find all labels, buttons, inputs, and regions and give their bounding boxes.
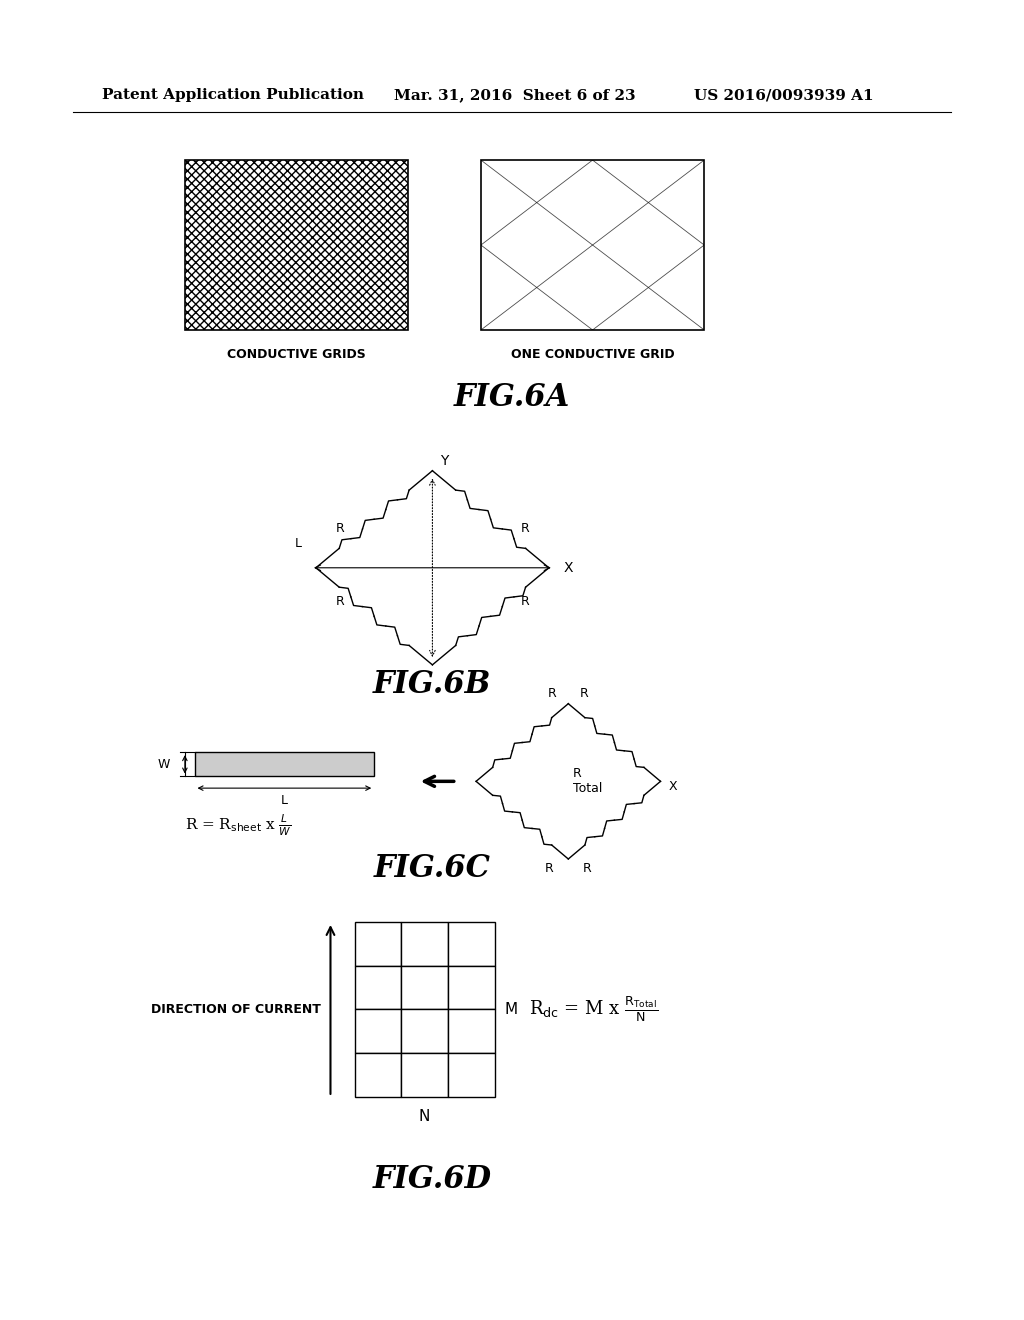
- Text: R: R: [548, 688, 557, 701]
- Bar: [401, 1053, 447, 1097]
- Text: FIG.6B: FIG.6B: [373, 669, 492, 700]
- Bar: [401, 966, 447, 1010]
- Text: R
Total: R Total: [573, 767, 602, 796]
- Text: X: X: [669, 780, 677, 793]
- Text: R: R: [335, 523, 344, 536]
- Text: R: R: [521, 595, 529, 609]
- Bar: [447, 1010, 495, 1053]
- Text: L: L: [281, 795, 288, 808]
- Text: Patent Application Publication: Patent Application Publication: [102, 88, 365, 102]
- Text: FIG.6C: FIG.6C: [374, 853, 490, 884]
- Text: R: R: [545, 862, 554, 875]
- Bar: [354, 1053, 401, 1097]
- Text: CONDUCTIVE GRIDS: CONDUCTIVE GRIDS: [227, 347, 366, 360]
- Text: R$_{\rm dc}$ = M x $\frac{\rm R_{Total}}{\rm N}$: R$_{\rm dc}$ = M x $\frac{\rm R_{Total}}…: [529, 994, 658, 1024]
- Bar: [185, 160, 409, 330]
- Bar: [195, 752, 374, 776]
- Text: L: L: [294, 537, 301, 550]
- Bar: [447, 966, 495, 1010]
- Text: R = R$_{\rm sheet}$ x $\frac{L}{W}$: R = R$_{\rm sheet}$ x $\frac{L}{W}$: [185, 812, 292, 838]
- Bar: [354, 1010, 401, 1053]
- Bar: [354, 966, 401, 1010]
- Text: N: N: [419, 1109, 430, 1123]
- Text: DIRECTION OF CURRENT: DIRECTION OF CURRENT: [151, 1003, 321, 1016]
- Text: ONE CONDUCTIVE GRID: ONE CONDUCTIVE GRID: [511, 347, 675, 360]
- Bar: [481, 160, 705, 330]
- Text: R: R: [580, 688, 589, 701]
- Bar: [447, 1053, 495, 1097]
- Text: M: M: [504, 1002, 517, 1016]
- Text: R: R: [335, 595, 344, 609]
- Bar: [354, 923, 401, 966]
- Text: W: W: [158, 758, 170, 771]
- Bar: [447, 923, 495, 966]
- Text: R: R: [583, 862, 592, 875]
- Text: FIG.6D: FIG.6D: [373, 1164, 492, 1195]
- Bar: [185, 160, 409, 330]
- Text: US 2016/0093939 A1: US 2016/0093939 A1: [694, 88, 874, 102]
- Bar: [401, 1010, 447, 1053]
- Text: R: R: [521, 523, 529, 536]
- Bar: [401, 923, 447, 966]
- Text: FIG.6A: FIG.6A: [454, 383, 570, 413]
- Text: X: X: [563, 561, 573, 574]
- Text: Y: Y: [440, 454, 449, 469]
- Text: Mar. 31, 2016  Sheet 6 of 23: Mar. 31, 2016 Sheet 6 of 23: [393, 88, 635, 102]
